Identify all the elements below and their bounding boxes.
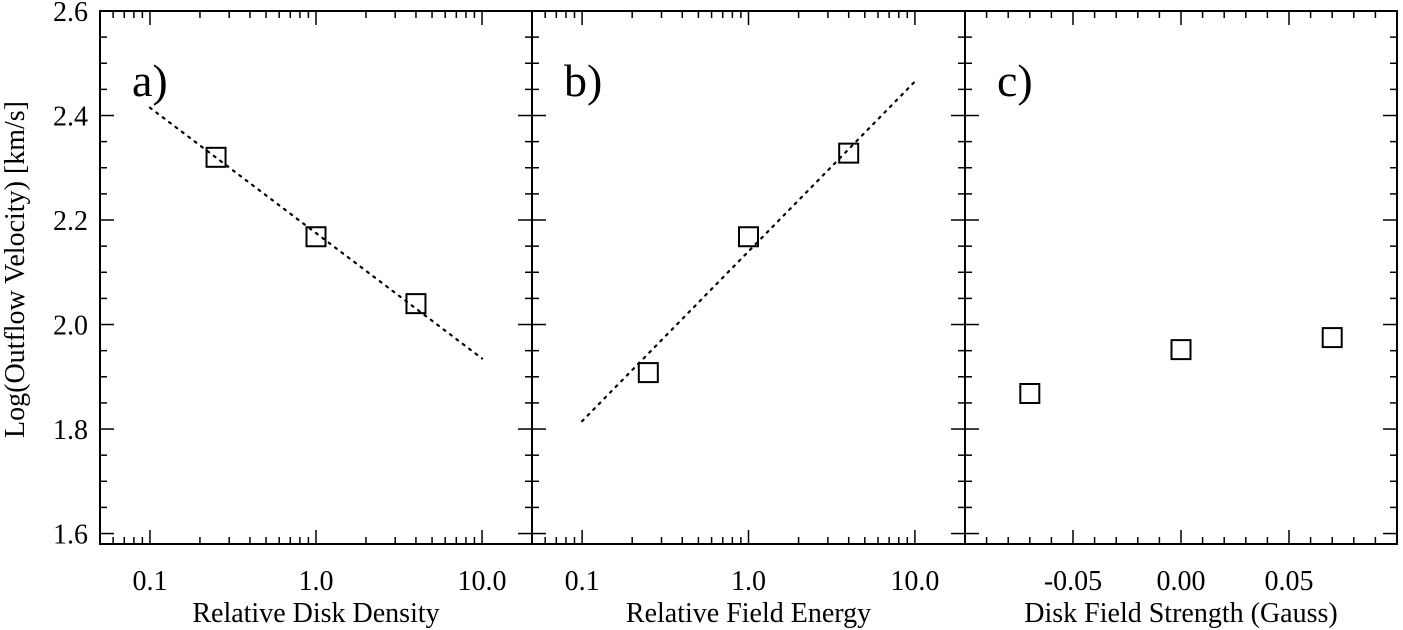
panel-a-xtick-label: 0.1: [132, 566, 167, 597]
text-layer: 0.1 1.0 10.0 Relative Disk Density a) 0.1 1.0 1…: [0, 0, 1338, 629]
panel-a-point-3: [405, 293, 427, 315]
panel-b-label: b): [564, 55, 602, 106]
ytick-label: 1.6: [53, 520, 88, 551]
panel-c-point-2: [1170, 339, 1192, 361]
panel-b-fit-line: [580, 80, 917, 423]
axis-ticks: [99, 10, 1398, 544]
panel-a-xtick-label: 1.0: [299, 566, 334, 597]
ytick-label: 2.2: [53, 206, 88, 237]
panel-b-xlabel: Relative Field Energy: [626, 598, 871, 629]
panel-b-point-3: [838, 142, 860, 164]
panel-b-point-1: [637, 362, 659, 384]
panel-c-xtick-label: 0.05: [1265, 566, 1314, 597]
y-axis-label: Log(Outflow Velocity) [km/s]: [0, 101, 31, 438]
panel-a-xtick-label: 10.0: [458, 566, 507, 597]
panel-a-fit-line: [148, 106, 484, 360]
panel-a-label: a): [132, 55, 168, 106]
panel-b-point-2: [738, 226, 759, 248]
panel-a-point-2: [305, 226, 327, 248]
ytick-label: 2.6: [53, 0, 88, 28]
data-layer: [148, 80, 1343, 423]
ytick-label: 1.8: [53, 415, 88, 446]
panel-b-xtick-label: 0.1: [565, 566, 600, 597]
panel-c-point-3: [1321, 327, 1343, 349]
panel-c-xlabel: Disk Field Strength (Gauss): [1024, 598, 1337, 629]
panel-c-xtick-label: 0.00: [1157, 566, 1206, 597]
panel-b-xtick-label: 1.0: [731, 566, 766, 597]
panel-c-point-1: [1019, 383, 1041, 405]
ytick-label: 2.4: [53, 102, 88, 133]
panel-a-xlabel: Relative Disk Density: [192, 598, 439, 629]
panel-frames: [99, 10, 1398, 545]
ytick-label: 2.0: [53, 311, 88, 342]
panel-b-xtick-label: 10.0: [890, 566, 939, 597]
panel-c-xtick-label: -0.05: [1044, 566, 1102, 597]
panel-c-label: c): [997, 55, 1033, 106]
panel-a-point-1: [205, 146, 227, 168]
